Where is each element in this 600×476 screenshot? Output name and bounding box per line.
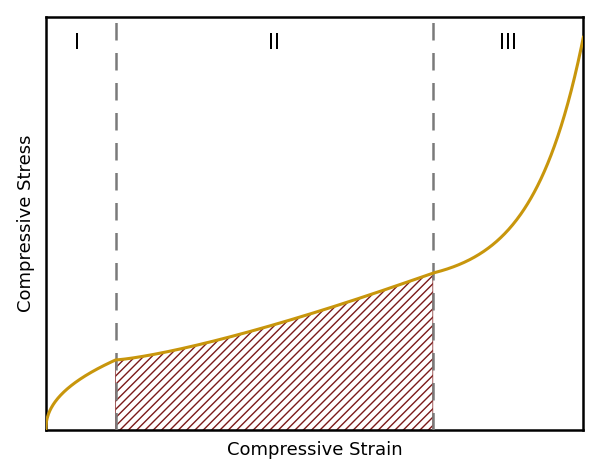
Text: II: II [268,33,280,53]
Y-axis label: Compressive Stress: Compressive Stress [17,135,35,312]
X-axis label: Compressive Strain: Compressive Strain [227,441,403,459]
Text: I: I [74,33,80,53]
Text: III: III [499,33,517,53]
